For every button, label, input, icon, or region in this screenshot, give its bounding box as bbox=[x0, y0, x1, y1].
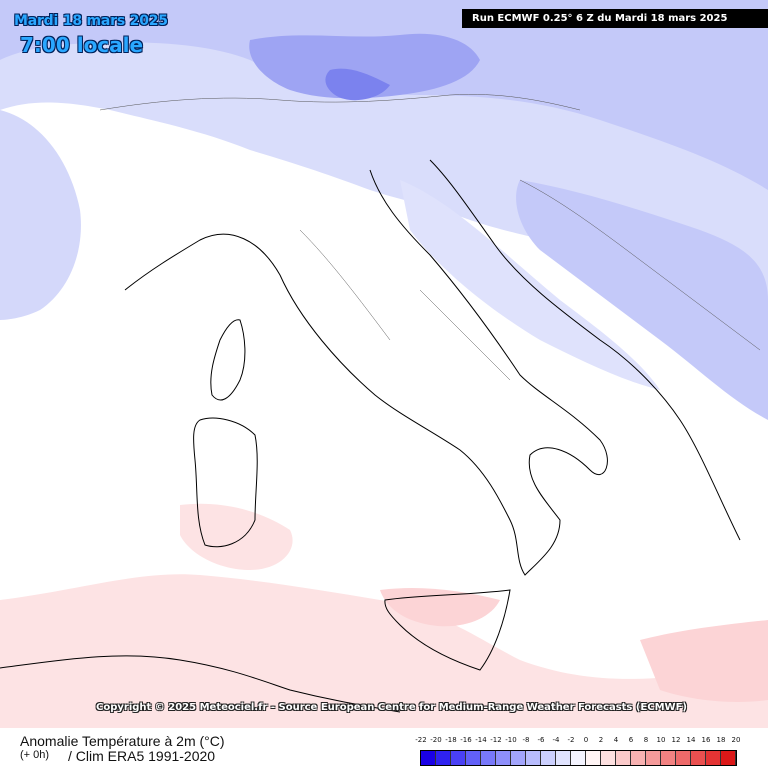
scale-swatch bbox=[526, 751, 541, 765]
scale-swatch bbox=[646, 751, 661, 765]
scale-color-bar bbox=[420, 750, 737, 766]
scale-tick-label: -2 bbox=[567, 736, 575, 744]
scale-tick-label: 2 bbox=[598, 736, 604, 744]
scale-swatch bbox=[721, 751, 736, 765]
cold-anomaly-core bbox=[249, 33, 480, 99]
corsica-coastline bbox=[210, 319, 246, 401]
map-canvas bbox=[0, 0, 768, 728]
scale-swatch bbox=[586, 751, 601, 765]
scale-swatch bbox=[436, 751, 451, 765]
scale-tick-labels: -22 -20 -18 -16 -14 -12 -10 -8 -6 -4 -2 0 2 4 6 8 10 12 14… bbox=[415, 736, 752, 746]
scale-swatch bbox=[541, 751, 556, 765]
warm-anomaly-east bbox=[640, 620, 768, 702]
forecast-date: Mardi 18 mars 2025 bbox=[14, 13, 168, 29]
cold-anomaly-west bbox=[0, 110, 81, 320]
alps-border bbox=[99, 94, 581, 111]
scale-tick-label: 14 bbox=[686, 736, 696, 744]
scale-swatch bbox=[601, 751, 616, 765]
scale-swatch bbox=[421, 751, 436, 765]
warm-anomaly-south bbox=[0, 574, 768, 728]
scale-tick-label: -6 bbox=[537, 736, 545, 744]
scale-swatch bbox=[466, 751, 481, 765]
run-info-banner: Run ECMWF 0.25° 6 Z du Mardi 18 mars 202… bbox=[462, 9, 768, 28]
scale-tick-label: -12 bbox=[490, 736, 502, 744]
scale-tick-label: -10 bbox=[505, 736, 517, 744]
sicily-coastline bbox=[384, 589, 511, 671]
color-scale-legend: -22 -20 -18 -16 -14 -12 -10 -8 -6 -4 -2 0 2 4 6 8 10 12 14… bbox=[415, 736, 752, 766]
scale-swatch bbox=[451, 751, 466, 765]
regional-border-2 bbox=[419, 289, 511, 381]
scale-tick-label: 4 bbox=[613, 736, 619, 744]
scale-tick-label: 18 bbox=[716, 736, 726, 744]
scale-tick-label: -18 bbox=[445, 736, 457, 744]
scale-tick-label: -16 bbox=[460, 736, 472, 744]
scale-swatch bbox=[511, 751, 526, 765]
scale-swatch bbox=[661, 751, 676, 765]
scale-swatch bbox=[631, 751, 646, 765]
scale-tick-label: 10 bbox=[656, 736, 666, 744]
temperature-anomaly-map: Mardi 18 mars 2025 7:00 locale Run ECMWF… bbox=[0, 0, 768, 728]
scale-tick-label: -22 bbox=[415, 736, 427, 744]
scale-tick-label: -8 bbox=[522, 736, 530, 744]
cold-anomaly-alps bbox=[0, 0, 768, 190]
borders bbox=[99, 94, 761, 381]
italy-coastline bbox=[124, 169, 608, 576]
scale-tick-label: 16 bbox=[701, 736, 711, 744]
local-time: 7:00 locale bbox=[20, 33, 144, 57]
sardinia-coastline bbox=[193, 417, 258, 548]
cold-anomaly-adriatic bbox=[400, 180, 660, 390]
balkan-coastline bbox=[429, 159, 741, 541]
coastlines bbox=[0, 159, 741, 713]
scale-swatch bbox=[556, 751, 571, 765]
scale-tick-label: 6 bbox=[628, 736, 634, 744]
lead-time: (+ 0h) bbox=[20, 749, 50, 761]
warm-anomaly-sardinia bbox=[180, 503, 293, 570]
climatology-label: / Clim ERA5 1991-2020 bbox=[68, 748, 216, 764]
scale-swatch bbox=[691, 751, 706, 765]
scale-swatch bbox=[616, 751, 631, 765]
map-footer: Anomalie Température à 2m (°C) (+ 0h) / … bbox=[0, 728, 768, 768]
variable-title: Anomalie Température à 2m (°C) bbox=[20, 733, 225, 749]
scale-swatch bbox=[481, 751, 496, 765]
regional-border-1 bbox=[299, 229, 391, 341]
scale-swatch bbox=[496, 751, 511, 765]
scale-tick-label: -14 bbox=[475, 736, 487, 744]
cold-anomaly-core2 bbox=[325, 68, 390, 101]
cold-anomaly-balkans bbox=[516, 180, 768, 420]
scale-tick-label: 20 bbox=[731, 736, 741, 744]
scale-tick-label: 0 bbox=[583, 736, 589, 744]
scale-swatch bbox=[706, 751, 721, 765]
scale-swatch bbox=[571, 751, 586, 765]
scale-tick-label: -20 bbox=[430, 736, 442, 744]
copyright-notice: Copyright © 2025 Meteociel.fr - Source E… bbox=[96, 702, 687, 713]
balkan-border bbox=[519, 179, 761, 351]
africa-coastline bbox=[0, 655, 401, 713]
scale-tick-label: 12 bbox=[671, 736, 681, 744]
scale-tick-label: 8 bbox=[643, 736, 649, 744]
scale-swatch bbox=[676, 751, 691, 765]
scale-tick-label: -4 bbox=[552, 736, 560, 744]
